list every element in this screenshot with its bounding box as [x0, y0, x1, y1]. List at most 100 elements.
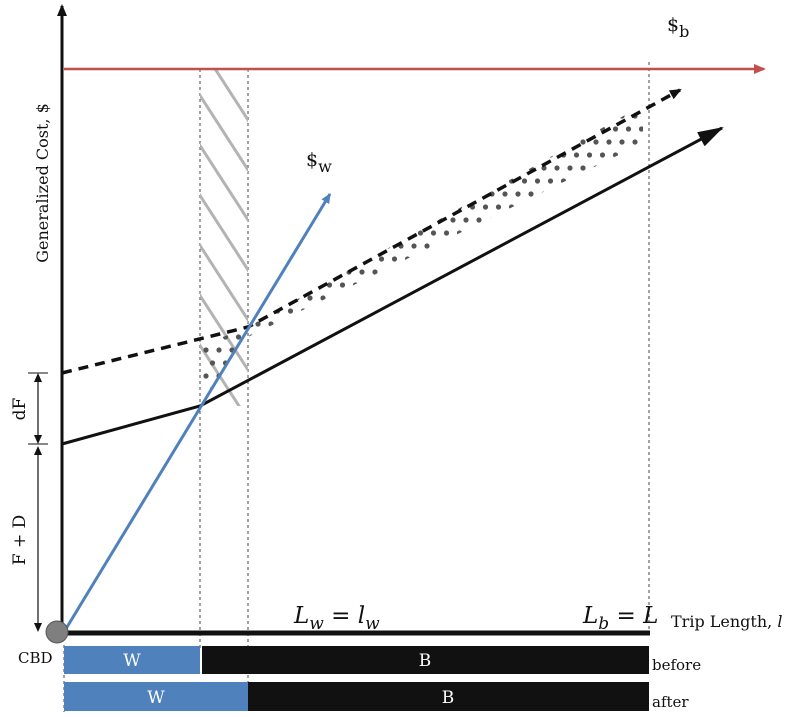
pattern-dot	[294, 217, 300, 223]
pattern-dot	[235, 360, 242, 366]
pattern-dot	[216, 191, 222, 197]
pattern-dot	[417, 334, 424, 340]
walk-length-marker: Lw = lw	[293, 603, 380, 634]
pattern-dot	[580, 321, 586, 327]
pattern-dot	[554, 321, 560, 327]
pattern-dot	[346, 87, 351, 92]
pattern-dot	[541, 139, 547, 145]
pattern-dot	[391, 282, 398, 288]
pattern-dot	[313, 178, 320, 184]
pattern-dot	[489, 295, 495, 301]
pattern-dot	[541, 113, 547, 119]
pattern-dot	[612, 386, 619, 392]
pattern-dot	[313, 230, 320, 236]
pattern-dot	[352, 230, 359, 236]
pattern-dot	[541, 399, 547, 405]
pattern-dot	[476, 399, 482, 405]
pattern-dot	[274, 386, 281, 392]
pattern-dot	[463, 347, 469, 353]
pattern-dot	[619, 165, 625, 171]
pattern-dot	[534, 282, 541, 288]
pattern-dot	[378, 386, 385, 392]
pattern-dot	[541, 243, 547, 249]
pattern-dot	[495, 152, 502, 158]
pattern-dot	[456, 308, 463, 314]
pattern-dot	[450, 217, 456, 223]
pattern-dot	[424, 347, 430, 353]
pattern-dot	[463, 269, 469, 275]
pattern-dot	[307, 87, 312, 92]
pattern-dot	[307, 113, 313, 119]
pattern-dot	[599, 334, 606, 340]
pattern-dot	[313, 256, 320, 262]
pattern-dot	[242, 87, 247, 92]
pattern-dot	[443, 105, 450, 106]
pattern-dot	[567, 347, 573, 353]
pattern-dot	[424, 321, 430, 327]
pattern-dot	[255, 87, 260, 92]
pattern-dot	[580, 191, 586, 197]
x-axis-label: Trip Length, l	[671, 612, 782, 631]
pattern-dot	[346, 191, 352, 197]
pattern-dot	[365, 105, 372, 106]
pattern-dot	[287, 152, 294, 158]
pattern-dot	[554, 87, 559, 92]
pattern-dot	[560, 334, 567, 340]
pattern-dot	[632, 399, 638, 405]
pattern-dot	[411, 295, 417, 301]
pattern-dot	[385, 87, 390, 92]
pattern-dot	[359, 217, 365, 223]
pattern-dot	[580, 295, 586, 301]
pattern-dot	[411, 87, 416, 92]
pattern-dot	[567, 399, 573, 405]
pattern-dot	[398, 139, 404, 145]
pattern-dot	[372, 165, 378, 171]
pattern-dot	[606, 321, 612, 327]
bar-after-walk-segment	[64, 682, 248, 711]
pattern-dot	[612, 126, 619, 132]
pattern-dot	[339, 126, 346, 132]
pattern-dot	[398, 321, 404, 327]
pattern-dot	[606, 347, 612, 353]
pattern-dot	[450, 87, 455, 92]
pattern-dot	[326, 386, 333, 392]
pattern-dot	[469, 360, 476, 366]
pattern-dot	[638, 386, 643, 392]
pattern-dot	[437, 399, 443, 405]
pattern-dot	[638, 282, 643, 288]
pattern-dot	[450, 139, 456, 145]
pattern-dot	[547, 204, 554, 210]
pattern-dot	[417, 256, 424, 262]
pattern-dot	[385, 347, 391, 353]
pattern-dot	[463, 399, 469, 405]
pattern-dot	[294, 269, 300, 275]
pattern-dot	[287, 204, 294, 210]
pattern-dot	[476, 347, 482, 353]
pattern-dot	[502, 87, 507, 92]
pattern-dot	[632, 191, 638, 197]
pattern-dot	[391, 256, 398, 262]
pattern-dot	[580, 373, 586, 379]
pattern-dot	[294, 165, 300, 171]
pattern-dot	[541, 321, 547, 327]
origin-label: CBD	[18, 649, 53, 667]
pattern-dot	[294, 321, 300, 327]
pattern-dot	[521, 126, 528, 132]
pattern-dot	[619, 113, 625, 119]
pattern-dot	[469, 386, 476, 392]
pattern-dot	[242, 243, 248, 249]
pattern-dot	[586, 334, 593, 340]
pattern-dot	[216, 243, 222, 249]
pattern-dot	[203, 165, 209, 171]
pattern-dot	[411, 321, 417, 327]
pattern-dot	[268, 269, 274, 275]
pattern-dot	[300, 334, 307, 340]
pattern-dot	[541, 191, 547, 197]
pattern-dot	[528, 295, 534, 301]
pattern-dot	[606, 139, 612, 145]
pattern-dot	[528, 399, 534, 405]
pattern-dot	[203, 191, 209, 197]
pattern-dot	[417, 360, 424, 366]
pattern-dot	[567, 113, 573, 119]
pattern-dot	[469, 230, 476, 236]
